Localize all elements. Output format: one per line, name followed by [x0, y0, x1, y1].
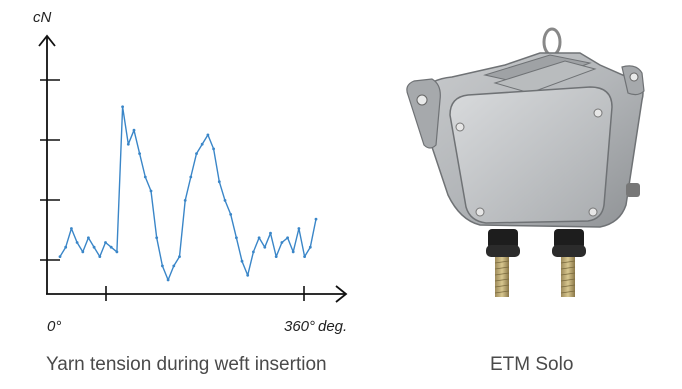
series-line [59, 106, 317, 281]
data-point [212, 147, 216, 151]
x-tick-label-start: 0° [47, 318, 61, 335]
data-point [161, 264, 164, 268]
device-caption: ETM Solo [490, 354, 574, 375]
data-point [257, 236, 261, 240]
data-point [92, 245, 96, 249]
chart-caption: Yarn tension during weft insertion [46, 354, 327, 375]
data-point [229, 213, 233, 216]
data-point [235, 236, 238, 240]
data-point [166, 278, 170, 282]
data-point [64, 245, 68, 249]
data-point [223, 199, 227, 202]
data-point [138, 152, 142, 156]
data-point [109, 245, 113, 249]
x-axis-label: deg. [318, 318, 347, 335]
data-point [252, 250, 255, 254]
data-point [286, 236, 289, 240]
data-point [155, 236, 159, 240]
y-axis-arrow [38, 34, 56, 47]
data-point [172, 264, 176, 268]
data-point [115, 250, 119, 254]
yarn-tension-chart: cN 0° 360° deg. [33, 9, 348, 335]
y-axis-label: cN [33, 9, 52, 26]
data-point [58, 255, 62, 258]
data-point [143, 175, 147, 179]
data-point [70, 227, 73, 230]
data-point [263, 245, 267, 249]
data-point [303, 255, 306, 258]
data-point [297, 227, 301, 230]
series-points [58, 105, 318, 282]
data-point [314, 217, 318, 221]
data-point [178, 255, 181, 258]
data-point [183, 199, 187, 202]
data-point [132, 128, 136, 132]
data-point [126, 142, 130, 146]
data-point [189, 175, 193, 179]
x-axis-arrow [335, 285, 348, 303]
data-point [280, 241, 284, 244]
data-point [206, 133, 210, 137]
data-point [87, 236, 90, 240]
data-point [104, 241, 107, 244]
data-point [246, 273, 250, 277]
data-point [217, 180, 221, 184]
etm-solo-device-illustration [406, 27, 645, 297]
data-point [121, 105, 124, 109]
data-point [269, 231, 272, 235]
data-point [240, 259, 244, 263]
data-point [308, 245, 312, 249]
data-point [149, 189, 153, 193]
x-tick-label-end: 360° [284, 318, 315, 335]
data-point [81, 250, 85, 254]
data-point [291, 250, 295, 254]
data-point [274, 255, 278, 258]
data-point [75, 241, 79, 244]
data-point [98, 255, 102, 258]
data-point [195, 152, 198, 156]
data-point [200, 142, 204, 146]
